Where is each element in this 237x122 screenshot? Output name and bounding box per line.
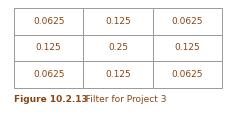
Bar	[153, 8, 222, 35]
Text: 0.125: 0.125	[36, 44, 62, 52]
Text: Figure 10.2.13: Figure 10.2.13	[14, 96, 88, 105]
Bar	[14, 61, 83, 88]
Bar	[83, 35, 153, 61]
Text: 0.0625: 0.0625	[172, 70, 203, 79]
Bar	[83, 61, 153, 88]
Text: 0.125: 0.125	[174, 44, 200, 52]
Bar	[14, 35, 83, 61]
Bar	[14, 8, 83, 35]
Text: Filter for Project 3: Filter for Project 3	[80, 96, 167, 105]
Text: 0.25: 0.25	[108, 44, 128, 52]
Bar	[153, 61, 222, 88]
Text: 0.0625: 0.0625	[172, 17, 203, 26]
Bar	[83, 8, 153, 35]
Text: 0.125: 0.125	[105, 70, 131, 79]
Bar	[153, 35, 222, 61]
Text: 0.125: 0.125	[105, 17, 131, 26]
Text: 0.0625: 0.0625	[33, 70, 64, 79]
Text: 0.0625: 0.0625	[33, 17, 64, 26]
